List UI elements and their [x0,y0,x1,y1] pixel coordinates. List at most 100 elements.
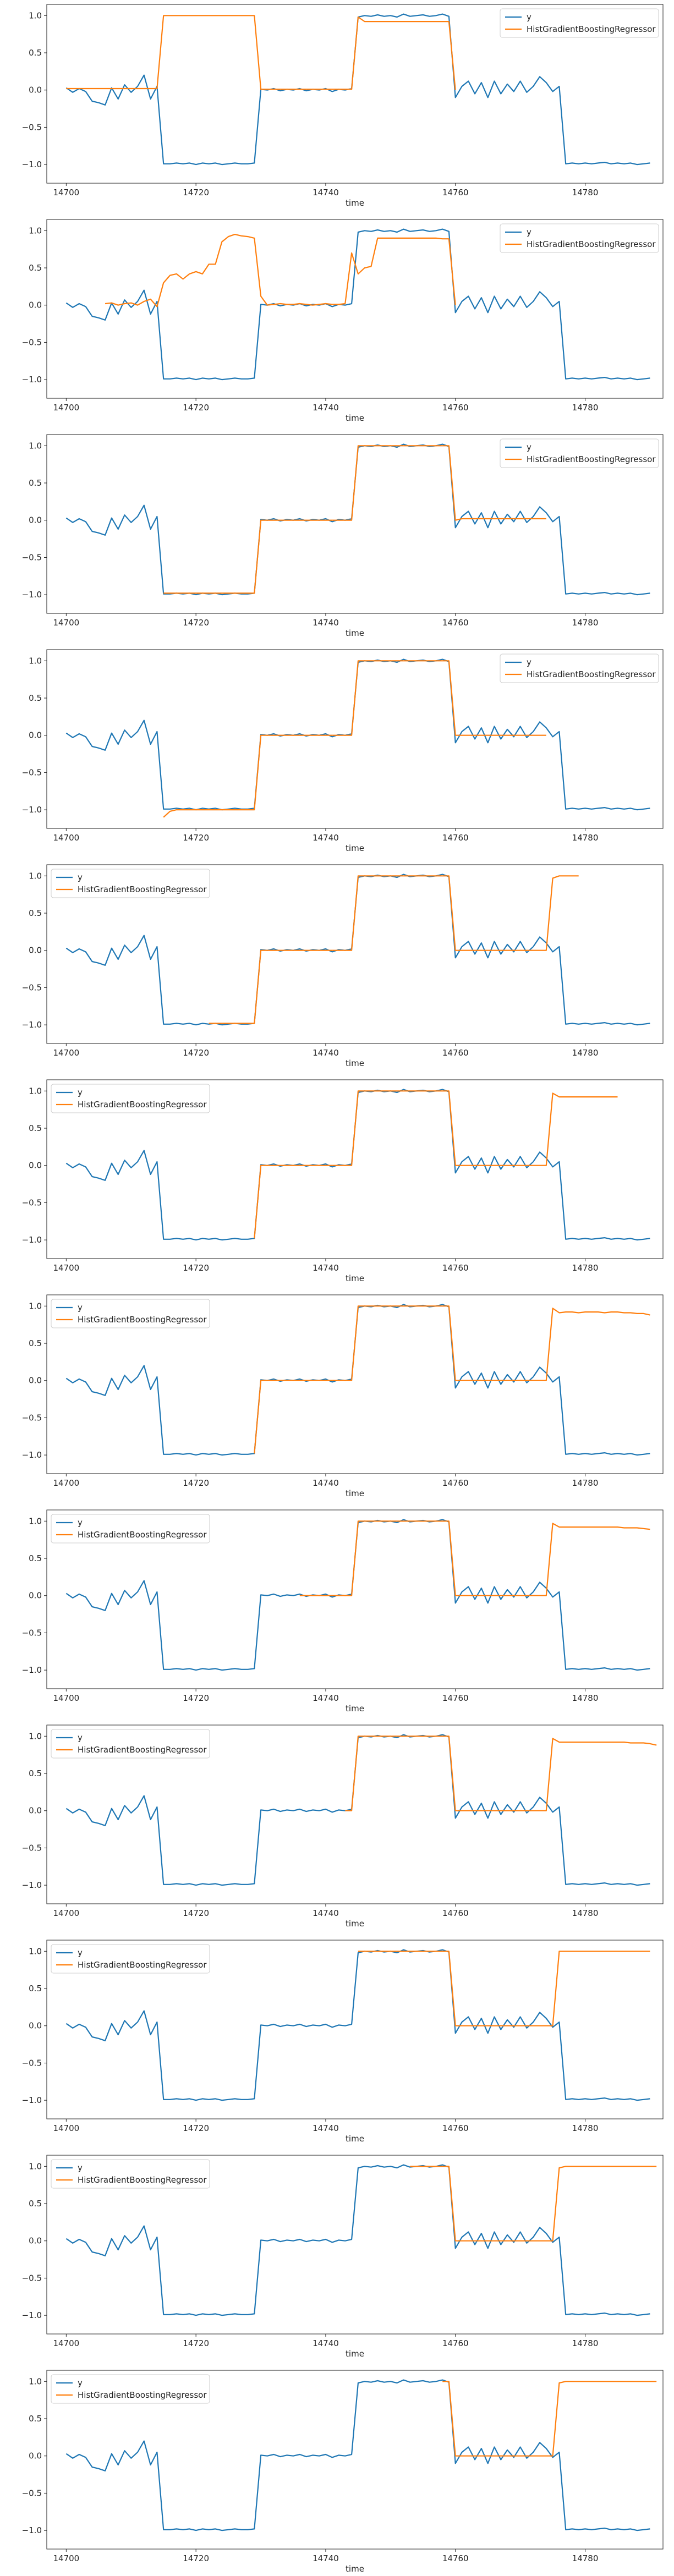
y-tick-label: −0.5 [22,1628,42,1638]
x-tick-label: 14720 [183,833,209,843]
x-tick-label: 14700 [53,833,80,843]
legend-box [51,1944,210,1974]
y-tick-label: −0.5 [22,1198,42,1207]
x-tick-label: 14780 [572,2338,599,2348]
legend-label: HistGradientBoostingRegressor [78,2175,207,2185]
x-tick-label: 14740 [313,1048,339,1058]
y-tick-label: −0.5 [22,2273,42,2283]
x-tick-label: 14780 [572,1478,599,1488]
axes-frame [46,219,664,399]
legend-label: y [78,1303,83,1312]
y-tick-label: 0.5 [29,1768,42,1778]
legend-label: HistGradientBoostingRegressor [527,669,656,679]
x-axis-label: time [346,1058,364,1068]
y-tick-label: 0.0 [29,515,42,525]
y-tick-label: 0.5 [29,1553,42,1563]
legend-label: HistGradientBoostingRegressor [78,1745,207,1755]
y-tick-label: 1.0 [29,441,42,451]
axes-frame [46,4,664,184]
x-tick-label: 14700 [53,403,80,413]
y-tick-label: −0.5 [22,552,42,562]
y-tick-label: 1.0 [29,1516,42,1526]
y-tick-label: −0.5 [22,982,42,992]
axes-frame [46,2370,664,2550]
y-tick-label: 0.0 [29,2021,42,2031]
series-line-prediction [345,1735,657,1811]
axes-frame [46,1940,664,2119]
series-line-prediction [254,1305,650,1454]
x-tick-label: 14760 [442,1263,469,1273]
x-axis-label: time [346,413,364,423]
legend-box [51,1729,210,1759]
y-tick-label: −0.5 [22,1843,42,1853]
chart-panel-11: 14700 14720 14740 14760 14780 −1.0 −0.5 0.0 0.5 1… [22,2155,664,2359]
x-tick-label: 14780 [572,403,599,413]
x-tick-label: 14700 [53,2338,80,2348]
y-tick-label: −1.0 [22,375,42,385]
y-tick-label: 1.0 [29,1946,42,1956]
y-tick-label: 0.5 [29,1984,42,1993]
y-tick-label: 0.5 [29,2414,42,2424]
x-tick-label: 14740 [313,188,339,197]
x-axis-label: time [346,1704,364,1713]
x-axis-label: time [346,198,364,208]
chart-panel-10: 14700 14720 14740 14760 14780 −1.0 −0.5 0.0 0.5 1… [22,1940,664,2144]
legend-label: y [527,657,531,667]
legend: y HistGradientBoostingRegressor [51,1084,210,1113]
x-tick-label: 14760 [442,2338,469,2348]
series-group [65,1089,650,1241]
x-tick-label: 14760 [442,833,469,843]
x-tick-label: 14760 [442,2123,469,2133]
legend: y HistGradientBoostingRegressor [51,2159,210,2189]
series-group [65,1519,650,1671]
legend: y HistGradientBoostingRegressor [51,1944,210,1974]
legend-label: y [527,227,531,237]
series-line-prediction [410,2166,657,2242]
series-line-prediction [299,1520,650,1596]
x-tick-label: 14760 [442,403,469,413]
legend: y HistGradientBoostingRegressor [51,1729,210,1759]
legend-box [500,223,659,253]
y-tick-label: 0.5 [29,48,42,58]
series-line-prediction [163,445,546,594]
y-tick-label: −1.0 [22,1450,42,1460]
legend-label: HistGradientBoostingRegressor [78,2390,207,2400]
x-axis-label: time [346,1489,364,1498]
legend: y HistGradientBoostingRegressor [500,653,659,683]
chart-panel-3: 14700 14720 14740 14760 14780 −1.0 −0.5 0.0 0.5 1… [22,434,664,638]
y-tick-label: 1.0 [29,2376,42,2386]
x-tick-label: 14720 [183,1908,209,1918]
x-axis-label: time [346,2134,364,2144]
x-tick-label: 14740 [313,403,339,413]
y-tick-label: −0.5 [22,122,42,132]
x-tick-label: 14720 [183,2338,209,2348]
x-tick-label: 14720 [183,403,209,413]
x-tick-label: 14780 [572,1048,599,1058]
y-tick-label: 0.5 [29,1123,42,1133]
x-axis-label: time [346,628,364,638]
legend-label: y [78,1087,83,1097]
legend-box [51,1299,210,1328]
x-tick-label: 14780 [572,1693,599,1703]
y-tick-label: 0.0 [29,1591,42,1601]
legend-label: HistGradientBoostingRegressor [527,454,656,464]
y-tick-label: 0.5 [29,478,42,488]
series-group [65,443,650,596]
chart-panel-9: 14700 14720 14740 14760 14780 −1.0 −0.5 0.0 0.5 1… [22,1724,664,1929]
y-tick-label: 0.5 [29,908,42,918]
x-tick-label: 14740 [313,618,339,628]
x-tick-label: 14740 [313,1263,339,1273]
series-group [65,2379,657,2531]
y-tick-label: 0.0 [29,730,42,740]
x-tick-label: 14700 [53,1048,80,1058]
y-tick-label: −1.0 [22,160,42,169]
series-group [65,1304,650,1456]
y-tick-label: 1.0 [29,226,42,235]
series-line-prediction [66,15,456,90]
series-group [65,874,650,1026]
x-axis-label: time [346,1919,364,1929]
x-tick-label: 14720 [183,1693,209,1703]
y-tick-label: 1.0 [29,1086,42,1096]
legend: y HistGradientBoostingRegressor [500,8,659,38]
